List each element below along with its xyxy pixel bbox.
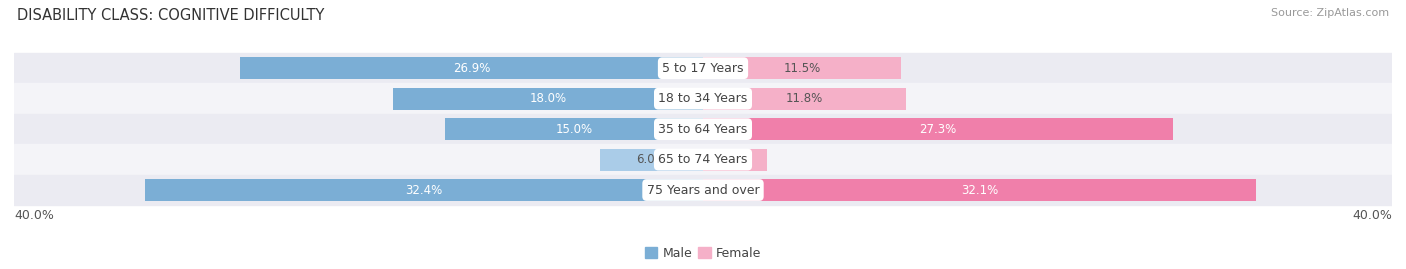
Text: 40.0%: 40.0% xyxy=(14,209,53,222)
Bar xyxy=(703,179,1256,201)
Bar xyxy=(14,83,1392,114)
Text: DISABILITY CLASS: COGNITIVE DIFFICULTY: DISABILITY CLASS: COGNITIVE DIFFICULTY xyxy=(17,8,325,23)
Text: 5 to 17 Years: 5 to 17 Years xyxy=(662,62,744,75)
Text: 32.4%: 32.4% xyxy=(405,183,443,197)
Bar xyxy=(444,118,703,140)
Text: 6.0%: 6.0% xyxy=(637,153,666,166)
Text: 27.3%: 27.3% xyxy=(920,123,956,136)
Text: 11.8%: 11.8% xyxy=(786,92,824,105)
Bar xyxy=(703,88,907,110)
Bar xyxy=(14,175,1392,205)
Text: 65 to 74 Years: 65 to 74 Years xyxy=(658,153,748,166)
Text: 3.7%: 3.7% xyxy=(720,153,749,166)
Text: 11.5%: 11.5% xyxy=(783,62,821,75)
Text: 75 Years and over: 75 Years and over xyxy=(647,183,759,197)
Bar xyxy=(703,118,1173,140)
Text: 32.1%: 32.1% xyxy=(960,183,998,197)
Legend: Male, Female: Male, Female xyxy=(640,242,766,265)
Bar xyxy=(239,57,703,79)
Text: 40.0%: 40.0% xyxy=(1353,209,1392,222)
Bar xyxy=(145,179,703,201)
Text: 35 to 64 Years: 35 to 64 Years xyxy=(658,123,748,136)
Text: 15.0%: 15.0% xyxy=(555,123,592,136)
Bar xyxy=(14,144,1392,175)
Bar xyxy=(392,88,703,110)
Bar xyxy=(14,53,1392,83)
Bar xyxy=(703,148,766,171)
Bar xyxy=(599,148,703,171)
Bar xyxy=(703,57,901,79)
Text: 26.9%: 26.9% xyxy=(453,62,491,75)
Text: 18 to 34 Years: 18 to 34 Years xyxy=(658,92,748,105)
Bar xyxy=(14,114,1392,144)
Text: Source: ZipAtlas.com: Source: ZipAtlas.com xyxy=(1271,8,1389,18)
Text: 18.0%: 18.0% xyxy=(530,92,567,105)
